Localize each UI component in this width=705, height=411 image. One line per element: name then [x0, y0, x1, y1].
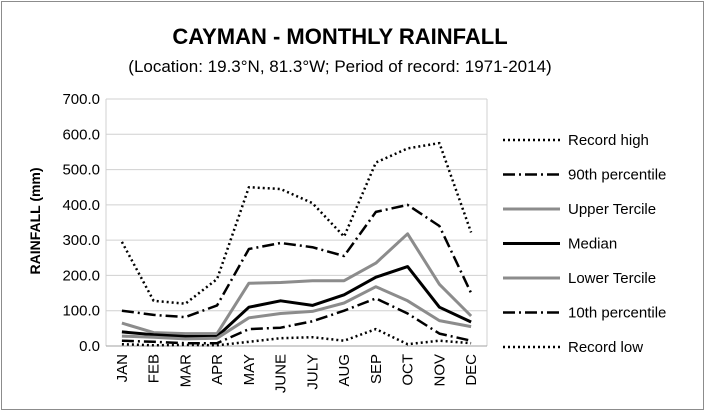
y-tick-label: 0.0 [79, 338, 100, 355]
y-tick-label: 100.0 [62, 303, 100, 320]
x-tick-label: OCT [400, 354, 417, 386]
x-tick-label: SEP [368, 354, 385, 384]
series-line [121, 265, 472, 338]
legend-entry: Upper Tercile [568, 201, 656, 218]
y-tick-label: 300.0 [62, 232, 100, 249]
chart-subtitle: (Location: 19.3°N, 81.3°W; Period of rec… [128, 57, 551, 76]
x-tick-label: FEB [146, 354, 163, 383]
legend-entry: 10th percentile [568, 305, 666, 322]
y-tick-label: 200.0 [62, 267, 100, 284]
y-tick-label: 500.0 [62, 162, 100, 179]
x-tick-label: MAR [177, 354, 194, 388]
legend-entry: Record high [568, 132, 649, 149]
series-line [121, 297, 472, 345]
y-tick-label: 600.0 [62, 126, 100, 143]
legend-entry: Lower Tercile [568, 270, 656, 287]
legend-entry: Median [568, 236, 617, 253]
x-tick-label: APR [209, 354, 226, 385]
series-line [121, 327, 472, 347]
y-axis-label: RAINFALL (mm) [27, 167, 43, 274]
legend-entry: 90th percentile [568, 167, 666, 184]
x-tick-label: AUG [336, 354, 353, 387]
series-line [120, 141, 473, 305]
chart-title: CAYMAN - MONTHLY RAINFALL [172, 24, 507, 49]
x-tick-label: DEC [463, 354, 480, 386]
y-tick-labels: 0.0 100.0 200.0 300.0 400.0 500.0 600.0 700.0 [62, 91, 100, 355]
y-tick-label: 400.0 [62, 197, 100, 214]
series-line [121, 285, 472, 341]
x-tick-label: JULY [304, 354, 321, 390]
legend-entry: Record low [568, 339, 643, 356]
x-tick-label: JUNE [273, 354, 290, 393]
x-tick-label: NOV [431, 354, 448, 387]
y-tick-label: 700.0 [62, 91, 100, 108]
legend: Record high 90th percentile Upper Tercile M… [503, 132, 666, 356]
x-tick-label: JAN [114, 354, 131, 382]
x-tick-label: MAY [241, 354, 258, 385]
gridlines [105, 98, 488, 347]
series-line [121, 203, 473, 319]
series-lines [120, 141, 473, 347]
series-line [121, 232, 473, 336]
x-tick-labels: JAN FEB MAR APR MAY JUNE JULY AUG SEP OCT NOV DEC [114, 354, 480, 393]
